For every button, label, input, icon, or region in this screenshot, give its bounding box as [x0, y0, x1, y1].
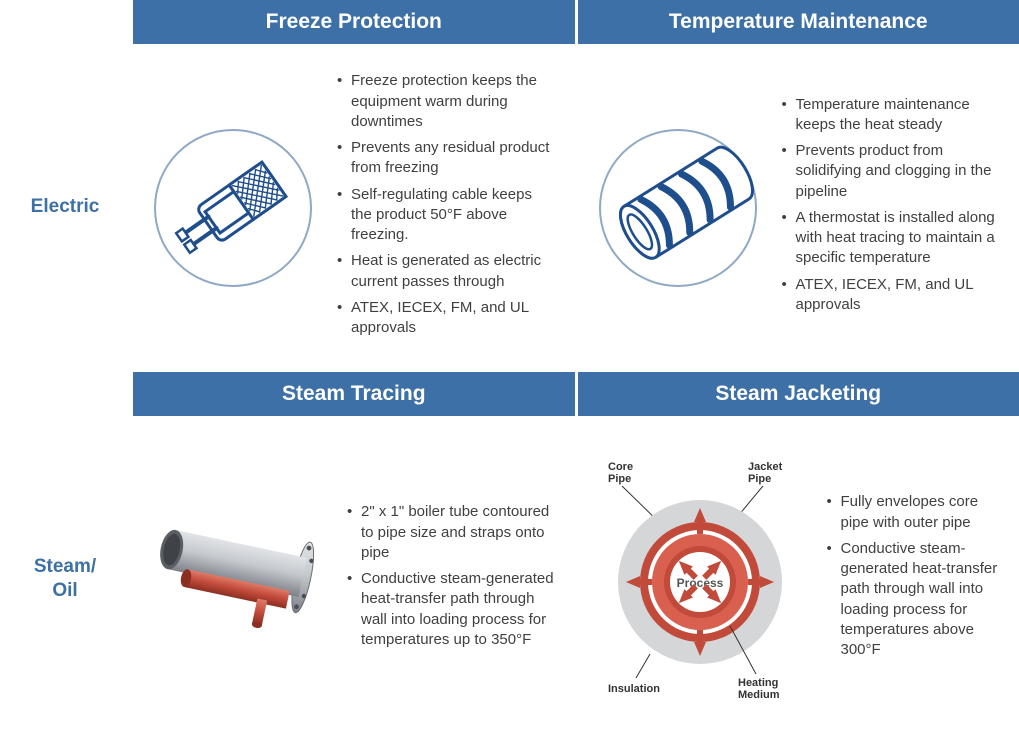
cell-freeze-protection: Freeze protection keeps the equipment wa…	[133, 47, 575, 369]
steam-jacketing-icon: CorePipe JacketPipe Process	[588, 454, 813, 704]
svg-text:CorePipe: CorePipe	[608, 461, 633, 485]
bullet-item: A thermostat is installed along with hea…	[782, 208, 1000, 269]
freeze-protection-icon	[143, 123, 323, 293]
cell-steam-jacketing: CorePipe JacketPipe Process	[578, 419, 1019, 740]
bullet-item: Self-regulating cable keeps the product …	[337, 185, 555, 246]
bullet-item: Prevents any residual product from freez…	[337, 138, 555, 179]
svg-text:Process: Process	[676, 576, 723, 590]
svg-text:Insulation: Insulation	[608, 683, 660, 695]
steam-jacketing-bullets: Fully envelopes core pipe with outer pip…	[827, 492, 1000, 666]
temperature-maintenance-icon	[588, 123, 768, 293]
bullet-item: ATEX, IECEX, FM, and UL approvals	[337, 298, 555, 339]
svg-text:JacketPipe: JacketPipe	[748, 461, 783, 485]
header-freeze-protection: Freeze Protection	[133, 0, 575, 44]
svg-text:HeatingMedium: HeatingMedium	[738, 677, 780, 701]
bullet-item: Conductive steam-generated heat-transfer…	[347, 569, 555, 650]
bullet-item: ATEX, IECEX, FM, and UL approvals	[782, 275, 1000, 316]
cell-steam-tracing: 2" x 1" boiler tube contoured to pipe si…	[133, 419, 575, 740]
bullet-item: Prevents product from solidifying and cl…	[782, 141, 1000, 202]
header-temperature-maintenance: Temperature Maintenance	[578, 0, 1019, 44]
row-label-electric: Electric	[0, 47, 130, 369]
bullet-item: Conductive steam-generated heat-transfer…	[827, 539, 1000, 661]
steam-tracing-icon	[143, 494, 333, 664]
cell-temperature-maintenance: Temperature maintenance keeps the heat s…	[578, 47, 1019, 369]
header-steam-tracing: Steam Tracing	[133, 372, 575, 416]
header-steam-jacketing: Steam Jacketing	[578, 372, 1019, 416]
bullet-item: Heat is generated as electric current pa…	[337, 251, 555, 292]
steam-tracing-bullets: 2" x 1" boiler tube contoured to pipe si…	[347, 502, 555, 656]
temperature-maintenance-bullets: Temperature maintenance keeps the heat s…	[782, 95, 1000, 322]
corner-empty	[0, 0, 130, 44]
comparison-grid: Freeze Protection Temperature Maintenanc…	[0, 0, 1019, 740]
row-label-steam-oil: Steam/ Oil	[0, 419, 130, 740]
bullet-item: Temperature maintenance keeps the heat s…	[782, 95, 1000, 136]
bullet-item: Freeze protection keeps the equipment wa…	[337, 71, 555, 132]
corner-empty-2	[0, 372, 130, 416]
bullet-item: 2" x 1" boiler tube contoured to pipe si…	[347, 502, 555, 563]
freeze-protection-bullets: Freeze protection keeps the equipment wa…	[337, 71, 555, 344]
bullet-item: Fully envelopes core pipe with outer pip…	[827, 492, 1000, 533]
